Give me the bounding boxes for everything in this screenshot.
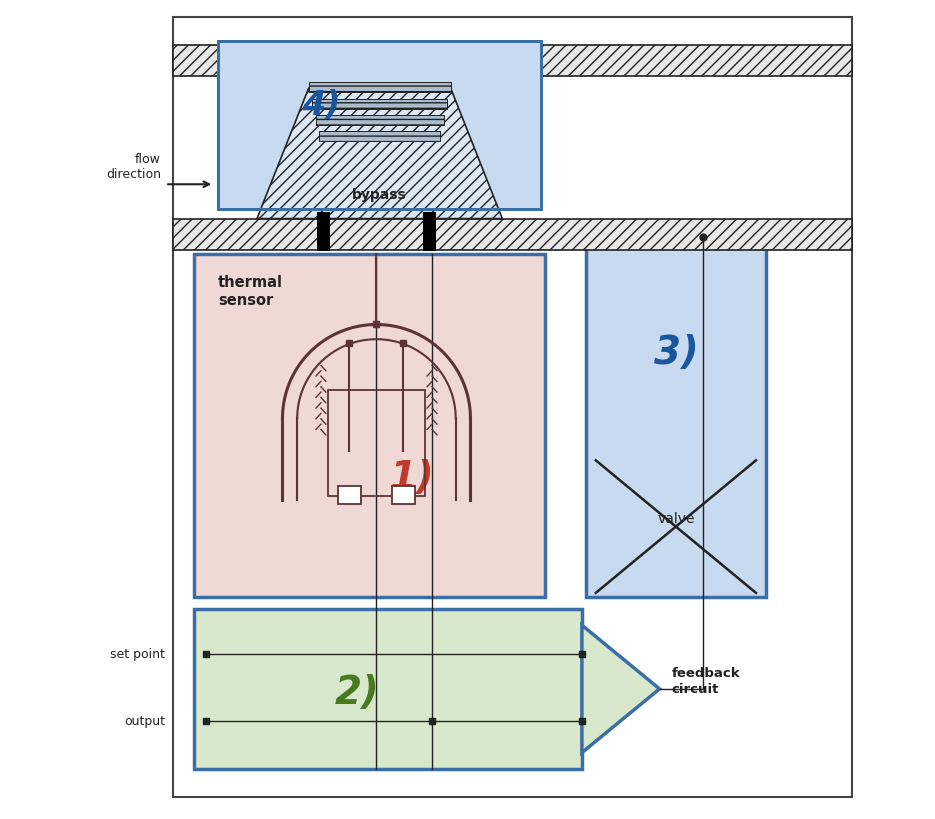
- Text: feedback
circuit: feedback circuit: [672, 667, 741, 695]
- Bar: [218, 43, 541, 210]
- Bar: [392, 486, 415, 505]
- Bar: [317, 213, 330, 252]
- Text: 2): 2): [335, 673, 379, 711]
- Bar: [312, 100, 447, 110]
- Text: 1): 1): [389, 459, 434, 496]
- Bar: [173, 46, 852, 76]
- Bar: [316, 116, 443, 126]
- Bar: [309, 84, 451, 93]
- Bar: [218, 43, 541, 210]
- Polygon shape: [257, 89, 502, 219]
- Bar: [173, 219, 852, 251]
- Bar: [173, 18, 852, 797]
- Text: thermal
sensor: thermal sensor: [218, 275, 283, 307]
- Text: bypass: bypass: [352, 188, 407, 201]
- Text: flow
direction: flow direction: [106, 153, 161, 181]
- Text: 4): 4): [302, 89, 340, 122]
- Text: valve: valve: [657, 511, 695, 525]
- Bar: [338, 486, 361, 505]
- Polygon shape: [582, 626, 659, 753]
- Text: set point: set point: [110, 648, 165, 661]
- Bar: [218, 43, 541, 210]
- Bar: [194, 255, 545, 597]
- Text: output: output: [124, 714, 165, 727]
- Bar: [319, 133, 440, 143]
- Bar: [586, 238, 766, 597]
- Text: 3): 3): [654, 334, 698, 372]
- Bar: [194, 609, 582, 769]
- Bar: [327, 391, 425, 496]
- Bar: [423, 213, 436, 252]
